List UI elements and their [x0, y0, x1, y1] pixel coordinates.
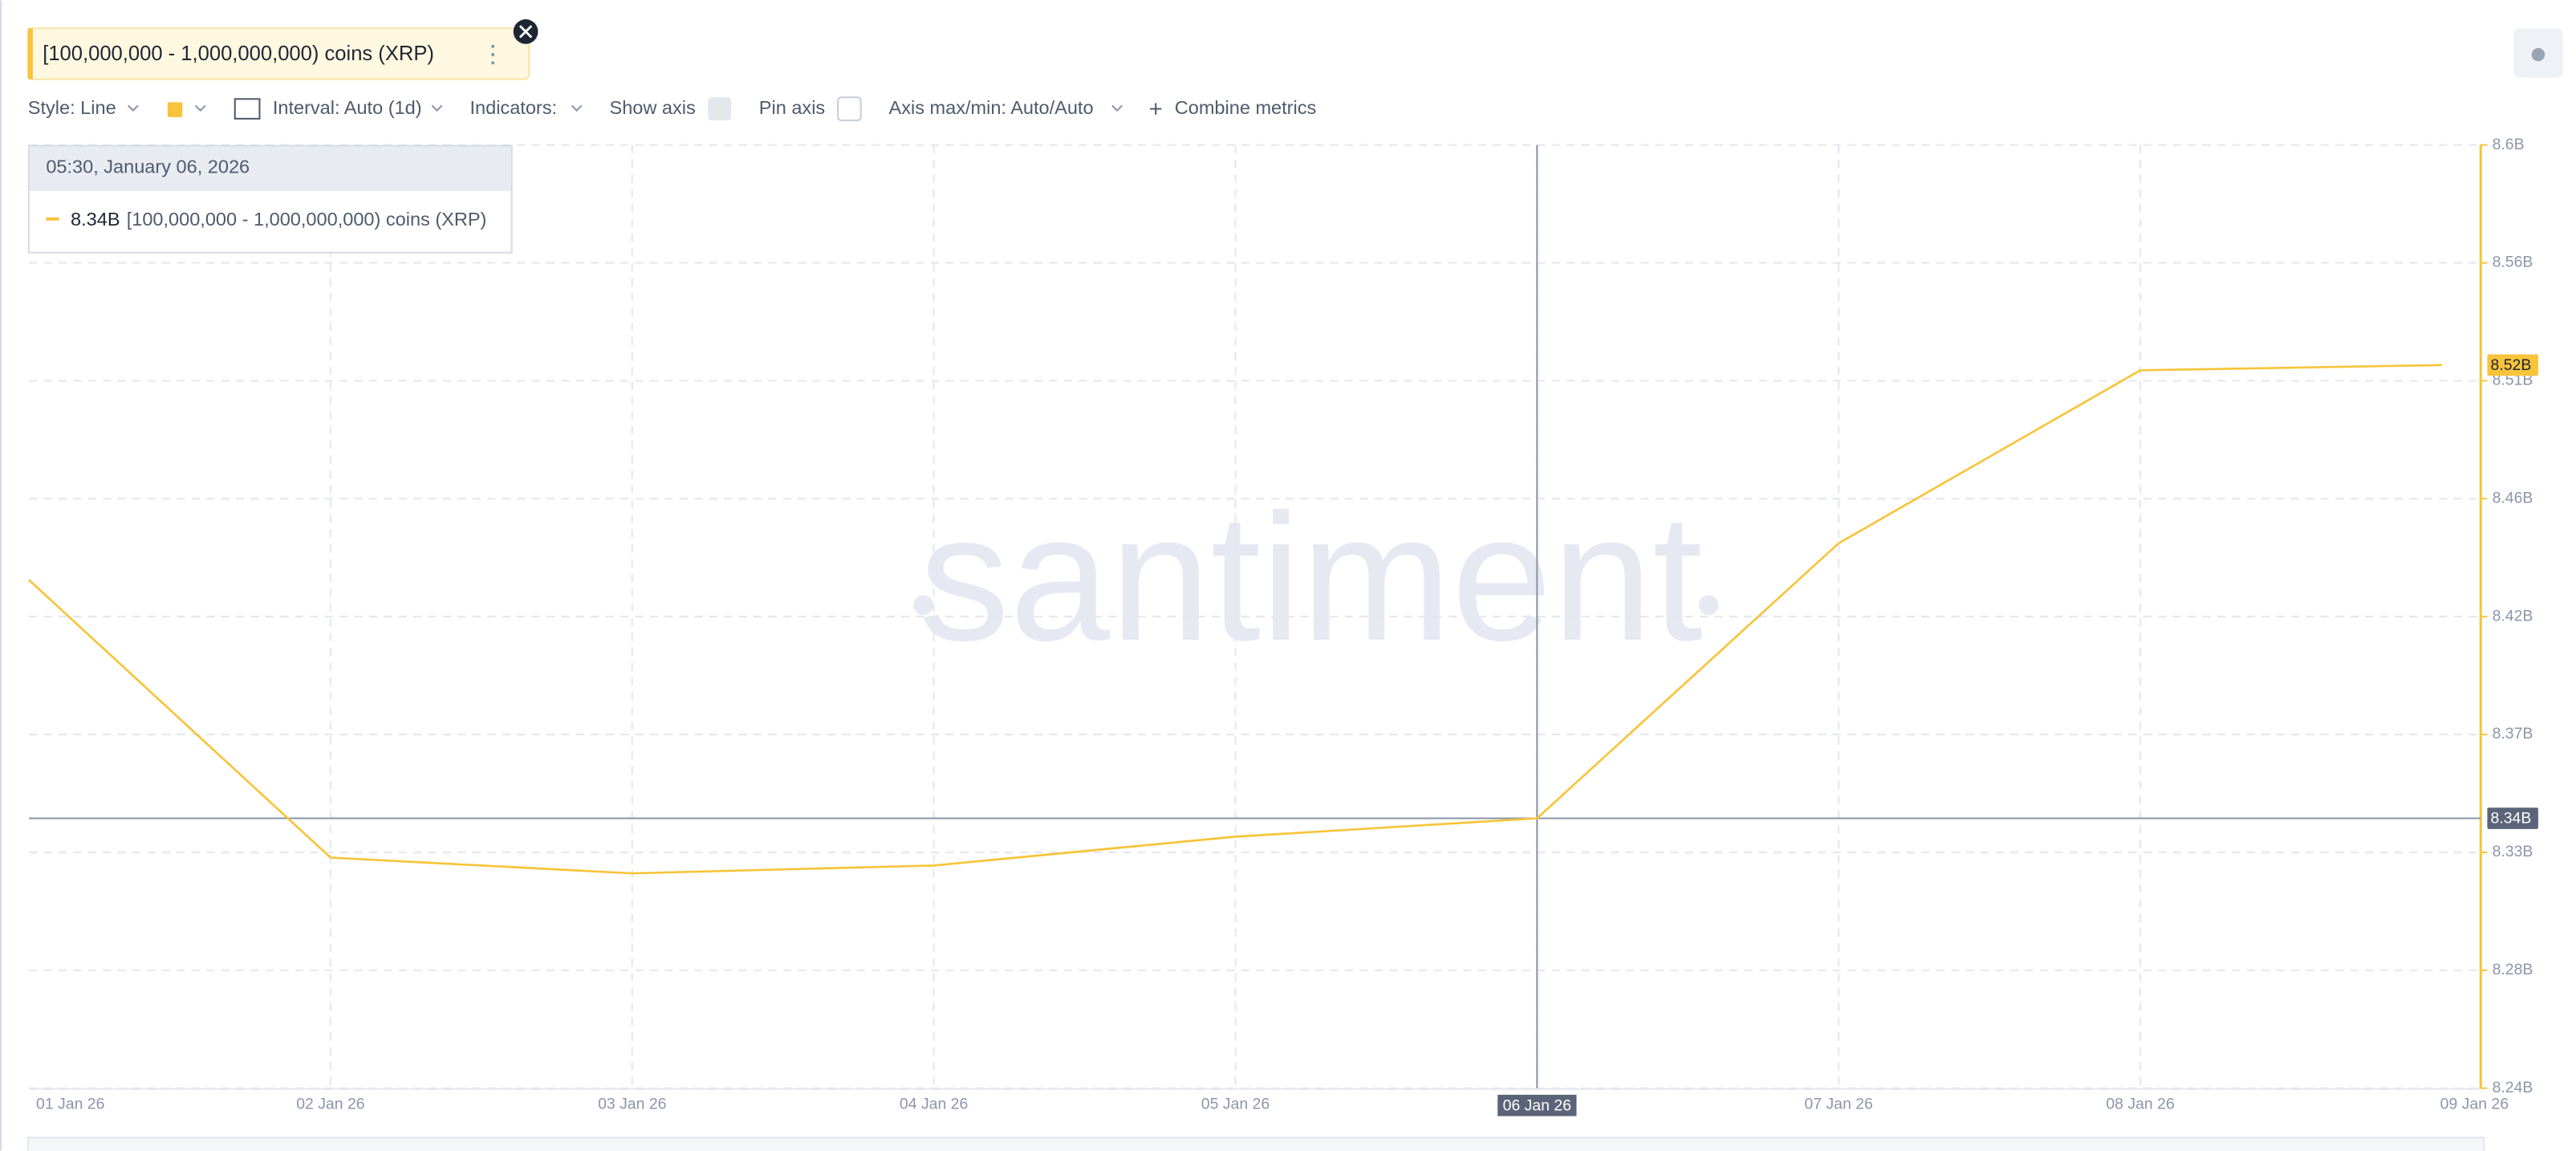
crosshair-x-badge	[1497, 1094, 1577, 1116]
y-tick-label: 8.28B	[2493, 961, 2533, 978]
settings-dot	[2531, 47, 2546, 62]
interval-icon	[234, 98, 261, 120]
style-select[interactable]: Style: Line	[28, 97, 116, 118]
metric-chip[interactable]: [100,000,000 - 1,000,000,000) coins (XRP…	[26, 19, 538, 80]
x-tick-label: 03 Jan 26	[598, 1095, 666, 1112]
y-tick-label: 8.42B	[2493, 607, 2533, 624]
y-tick-label: 8.46B	[2493, 489, 2533, 506]
y-tick-label: 8.6B	[2493, 136, 2525, 153]
y-tick-label: 8.37B	[2493, 725, 2533, 742]
chevron	[127, 104, 139, 112]
axis-badge	[2487, 354, 2538, 376]
axis-minmax-select[interactable]: Axis max/min: Auto/Auto	[889, 97, 1094, 118]
interval-select[interactable]: Interval: Auto (1d)	[273, 97, 422, 118]
series-line	[28, 364, 2442, 875]
toolbar: Style: Line Interval: Auto (1d) Indicato…	[28, 96, 1317, 121]
y-tick-label: 8.24B	[2493, 1079, 2533, 1096]
x-tick-label: 02 Jan 26	[296, 1095, 364, 1112]
color-picker[interactable]	[167, 102, 183, 117]
tooltip-row: 8.34B [100,000,000 - 1,000,000,000) coins…	[71, 209, 486, 230]
combine-metrics[interactable]: Combine metrics	[1175, 97, 1317, 118]
chip-close[interactable]	[513, 19, 538, 44]
y-tick-label: 8.33B	[2493, 843, 2533, 860]
indicators-select[interactable]: Indicators:	[469, 97, 557, 118]
x-tick-label: 08 Jan 26	[2106, 1095, 2174, 1112]
tooltip-series: [100,000,000 - 1,000,000,000) coins (XRP…	[127, 209, 487, 230]
watermark-dot	[913, 595, 933, 616]
chip-menu[interactable]	[491, 44, 495, 65]
chip-accent	[27, 28, 33, 79]
y-tick-label: 8.56B	[2493, 254, 2533, 271]
x-tick-label: 05 Jan 26	[1201, 1095, 1270, 1112]
chevron	[431, 104, 443, 112]
show-axis-checkbox[interactable]	[708, 97, 732, 120]
show-axis-label: Show axis	[610, 97, 696, 118]
watermark-dot	[1698, 595, 1719, 616]
axis-badge	[2487, 807, 2538, 829]
chevron	[571, 104, 583, 112]
navigator	[26, 1137, 2485, 1151]
tooltip-time: 05:30, January 06, 2026	[46, 157, 250, 177]
tooltip-value: 8.34B	[71, 209, 120, 230]
axis-badge-label: 8.52B	[2491, 356, 2532, 374]
x-tick-label: 04 Jan 26	[900, 1095, 968, 1112]
tooltip-header	[29, 146, 511, 191]
x-tick-label: 07 Jan 26	[1805, 1095, 1873, 1112]
plus-icon	[1150, 103, 1162, 115]
axis-badge-label: 8.34B	[2491, 810, 2532, 828]
pin-axis-label: Pin axis	[759, 97, 825, 118]
chip-label: [100,000,000 - 1,000,000,000) coins (XRP…	[43, 43, 434, 65]
pin-axis-checkbox[interactable]	[837, 96, 862, 121]
chevron	[1111, 104, 1123, 112]
chevron	[194, 104, 206, 112]
x-tick-label: 09 Jan 26	[2440, 1095, 2509, 1112]
watermark: santiment	[920, 476, 1703, 678]
crosshair-x-label: 06 Jan 26	[1503, 1096, 1571, 1114]
x-tick-label: 01 Jan 26	[36, 1095, 104, 1112]
